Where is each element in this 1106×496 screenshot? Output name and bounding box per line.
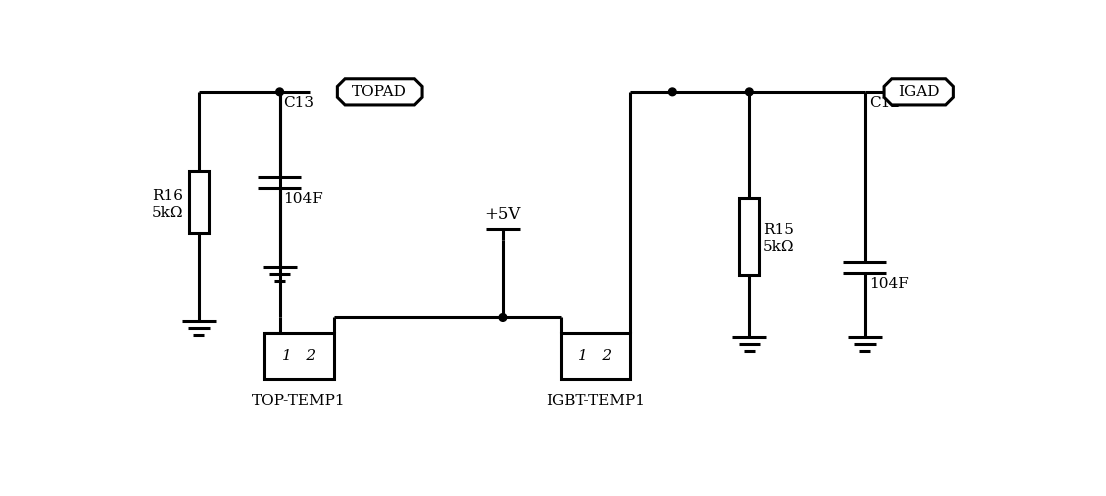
Text: IGAD: IGAD bbox=[898, 85, 939, 99]
Text: 104F: 104F bbox=[868, 277, 908, 291]
Text: 5kΩ: 5kΩ bbox=[152, 206, 184, 220]
Text: C12: C12 bbox=[868, 96, 900, 110]
Circle shape bbox=[499, 313, 507, 321]
Text: TOP-TEMP1: TOP-TEMP1 bbox=[252, 394, 346, 409]
Text: 5kΩ: 5kΩ bbox=[763, 241, 795, 254]
Bar bbox=[264, 333, 334, 379]
Text: TOPAD: TOPAD bbox=[353, 85, 407, 99]
Text: 1   2: 1 2 bbox=[282, 349, 316, 363]
Circle shape bbox=[275, 88, 283, 96]
Polygon shape bbox=[337, 79, 422, 105]
Text: C13: C13 bbox=[283, 96, 314, 110]
Text: 1   2: 1 2 bbox=[578, 349, 613, 363]
Circle shape bbox=[745, 88, 753, 96]
Bar bbox=[739, 198, 760, 275]
Circle shape bbox=[668, 88, 676, 96]
Bar bbox=[561, 333, 630, 379]
Polygon shape bbox=[884, 79, 953, 105]
Text: R15: R15 bbox=[763, 224, 794, 238]
Text: +5V: +5V bbox=[484, 206, 521, 223]
Text: IGBT-TEMP1: IGBT-TEMP1 bbox=[546, 394, 645, 409]
Text: R16: R16 bbox=[153, 189, 184, 203]
Text: 104F: 104F bbox=[283, 192, 323, 206]
Bar bbox=[189, 171, 209, 233]
